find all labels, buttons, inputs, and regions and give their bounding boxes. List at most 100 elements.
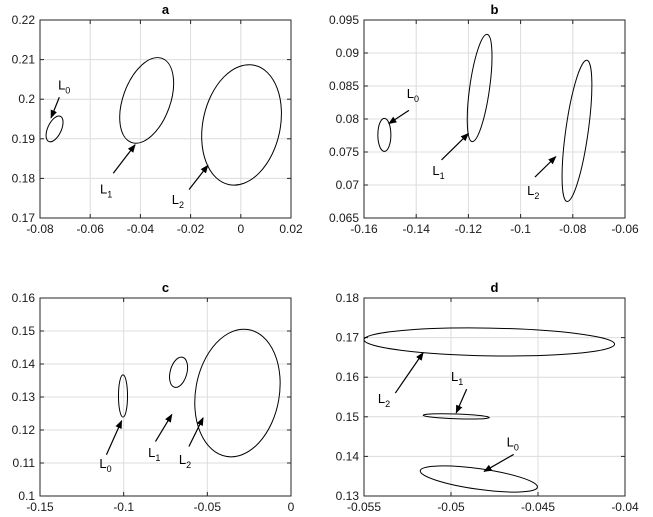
annotation-letter: L bbox=[527, 183, 534, 198]
y-tick-label: 0.1 bbox=[18, 489, 35, 503]
y-tick-label: 0.09 bbox=[336, 46, 360, 60]
annotation-arrow bbox=[112, 144, 136, 174]
ellipse-L1 bbox=[169, 356, 189, 388]
ellipse-L0 bbox=[419, 465, 538, 493]
ellipse-L0 bbox=[117, 374, 129, 418]
annotation-subscript: 2 bbox=[385, 399, 390, 409]
x-tick-label: -0.02 bbox=[177, 222, 205, 236]
ellipse-L2 bbox=[201, 64, 282, 186]
annotation-letter: L bbox=[99, 456, 106, 471]
annotation-label: L1 bbox=[100, 181, 112, 199]
panel-title: a bbox=[162, 2, 170, 17]
panel-title: c bbox=[162, 280, 169, 295]
y-tick-label: 0.12 bbox=[12, 423, 36, 437]
annotation-arrow bbox=[105, 419, 123, 455]
annotation-subscript: 1 bbox=[155, 453, 160, 463]
annotation-arrow bbox=[483, 453, 514, 472]
x-tick-label: -0.04 bbox=[611, 500, 639, 514]
ellipse-L1 bbox=[466, 33, 493, 143]
x-tick-label: -0.04 bbox=[127, 222, 155, 236]
y-tick-label: 0.13 bbox=[12, 390, 36, 404]
y-tick-label: 0.085 bbox=[329, 79, 359, 93]
panel-a: -0.08 -0.06 -0.04 -0.02 0 0.02 0.17 0.18 0.19 0.2… bbox=[12, 2, 303, 236]
x-tick-label: -0.12 bbox=[455, 222, 483, 236]
x-tick-label: -0.08 bbox=[559, 222, 587, 236]
annotation-label: L0 bbox=[99, 456, 111, 474]
annotation-label: L0 bbox=[407, 86, 419, 104]
plot-area bbox=[40, 20, 291, 218]
x-tick-label: 0 bbox=[288, 500, 295, 514]
annotation-label: L1 bbox=[148, 445, 160, 463]
annotation-subscript: 0 bbox=[107, 464, 112, 474]
y-tick-label: 0.18 bbox=[12, 171, 36, 185]
annotation-letter: L bbox=[58, 77, 65, 92]
annotation-label: L2 bbox=[378, 391, 390, 409]
x-tick-label: 0.02 bbox=[279, 222, 303, 236]
panel-title: b bbox=[491, 2, 499, 17]
annotation-arrow bbox=[388, 109, 410, 125]
annotation-label: L2 bbox=[172, 192, 184, 210]
y-tick-label: 0.15 bbox=[336, 410, 360, 424]
x-tick-label: -0.05 bbox=[437, 500, 465, 514]
y-tick-label: 0.13 bbox=[336, 489, 360, 503]
annotation-subscript: 1 bbox=[458, 377, 463, 387]
x-tick-label: -0.05 bbox=[194, 500, 222, 514]
annotation-arrow bbox=[394, 351, 424, 394]
ellipse-L0 bbox=[377, 117, 392, 152]
annotation-arrow bbox=[441, 132, 469, 161]
x-tick-label: -0.055 bbox=[347, 500, 381, 514]
annotation-label: L1 bbox=[451, 369, 463, 387]
y-tick-label: 0.095 bbox=[329, 13, 359, 27]
axes-frame bbox=[363, 297, 626, 497]
annotation-letter: L bbox=[179, 452, 186, 467]
x-tick-label: 0 bbox=[237, 222, 244, 236]
annotation-label: L0 bbox=[507, 435, 519, 453]
y-tick-label: 0.065 bbox=[329, 211, 359, 225]
annotation-arrow bbox=[534, 156, 557, 178]
x-tick-label: -0.16 bbox=[350, 222, 378, 236]
annotation-letter: L bbox=[407, 86, 414, 101]
x-tick-label: -0.06 bbox=[611, 222, 639, 236]
y-tick-label: 0.14 bbox=[336, 449, 360, 463]
panel-b: -0.16 -0.14 -0.12 -0.1 -0.08 -0.06 0.065 0.07 0.… bbox=[329, 2, 639, 236]
annotation-label: L2 bbox=[527, 183, 539, 201]
y-tick-label: 0.21 bbox=[12, 53, 36, 67]
annotation-subscript: 2 bbox=[179, 200, 184, 210]
annotation-arrow bbox=[455, 388, 468, 414]
annotation-letter: L bbox=[432, 163, 439, 178]
ellipse-L2 bbox=[363, 327, 616, 357]
annotation-letter: L bbox=[451, 369, 458, 384]
annotation-subscript: 0 bbox=[65, 85, 70, 95]
panel-d: -0.055 -0.05 -0.045 -0.04 0.13 0.14 0.15 0.16 0.… bbox=[336, 280, 639, 514]
panel-title: d bbox=[491, 280, 499, 295]
y-tick-label: 0.18 bbox=[336, 291, 360, 305]
x-tick-label: -0.15 bbox=[26, 500, 54, 514]
y-tick-label: 0.17 bbox=[12, 211, 36, 225]
annotation-arrow bbox=[188, 417, 204, 447]
annotation-arrow bbox=[50, 96, 60, 119]
x-tick-label: -0.08 bbox=[26, 222, 54, 236]
y-tick-label: 0.16 bbox=[12, 291, 36, 305]
annotation-subscript: 2 bbox=[186, 460, 191, 470]
y-tick-label: 0.15 bbox=[12, 324, 36, 338]
y-tick-label: 0.07 bbox=[336, 178, 360, 192]
ellipse-L2 bbox=[194, 328, 281, 458]
x-tick-label: -0.06 bbox=[77, 222, 105, 236]
annotation-subscript: 1 bbox=[107, 189, 112, 199]
y-tick-label: 0.22 bbox=[12, 13, 36, 27]
axes-frame bbox=[39, 19, 292, 219]
annotation-arrow bbox=[188, 164, 209, 190]
y-tick-label: 0.075 bbox=[329, 145, 359, 159]
y-tick-label: 0.17 bbox=[336, 331, 360, 345]
ellipse-L1 bbox=[422, 413, 490, 420]
annotation-subscript: 0 bbox=[514, 443, 519, 453]
y-tick-label: 0.2 bbox=[18, 92, 35, 106]
annotation-letter: L bbox=[378, 391, 385, 406]
annotation-subscript: 1 bbox=[440, 171, 445, 181]
y-tick-label: 0.11 bbox=[13, 456, 36, 470]
x-tick-label: -0.14 bbox=[403, 222, 431, 236]
panel-c: -0.15 -0.1 -0.05 0 0.1 0.11 0.12 0.13 0.14 0.15 0.… bbox=[12, 280, 295, 514]
y-tick-label: 0.14 bbox=[12, 357, 36, 371]
annotation-letter: L bbox=[148, 445, 155, 460]
